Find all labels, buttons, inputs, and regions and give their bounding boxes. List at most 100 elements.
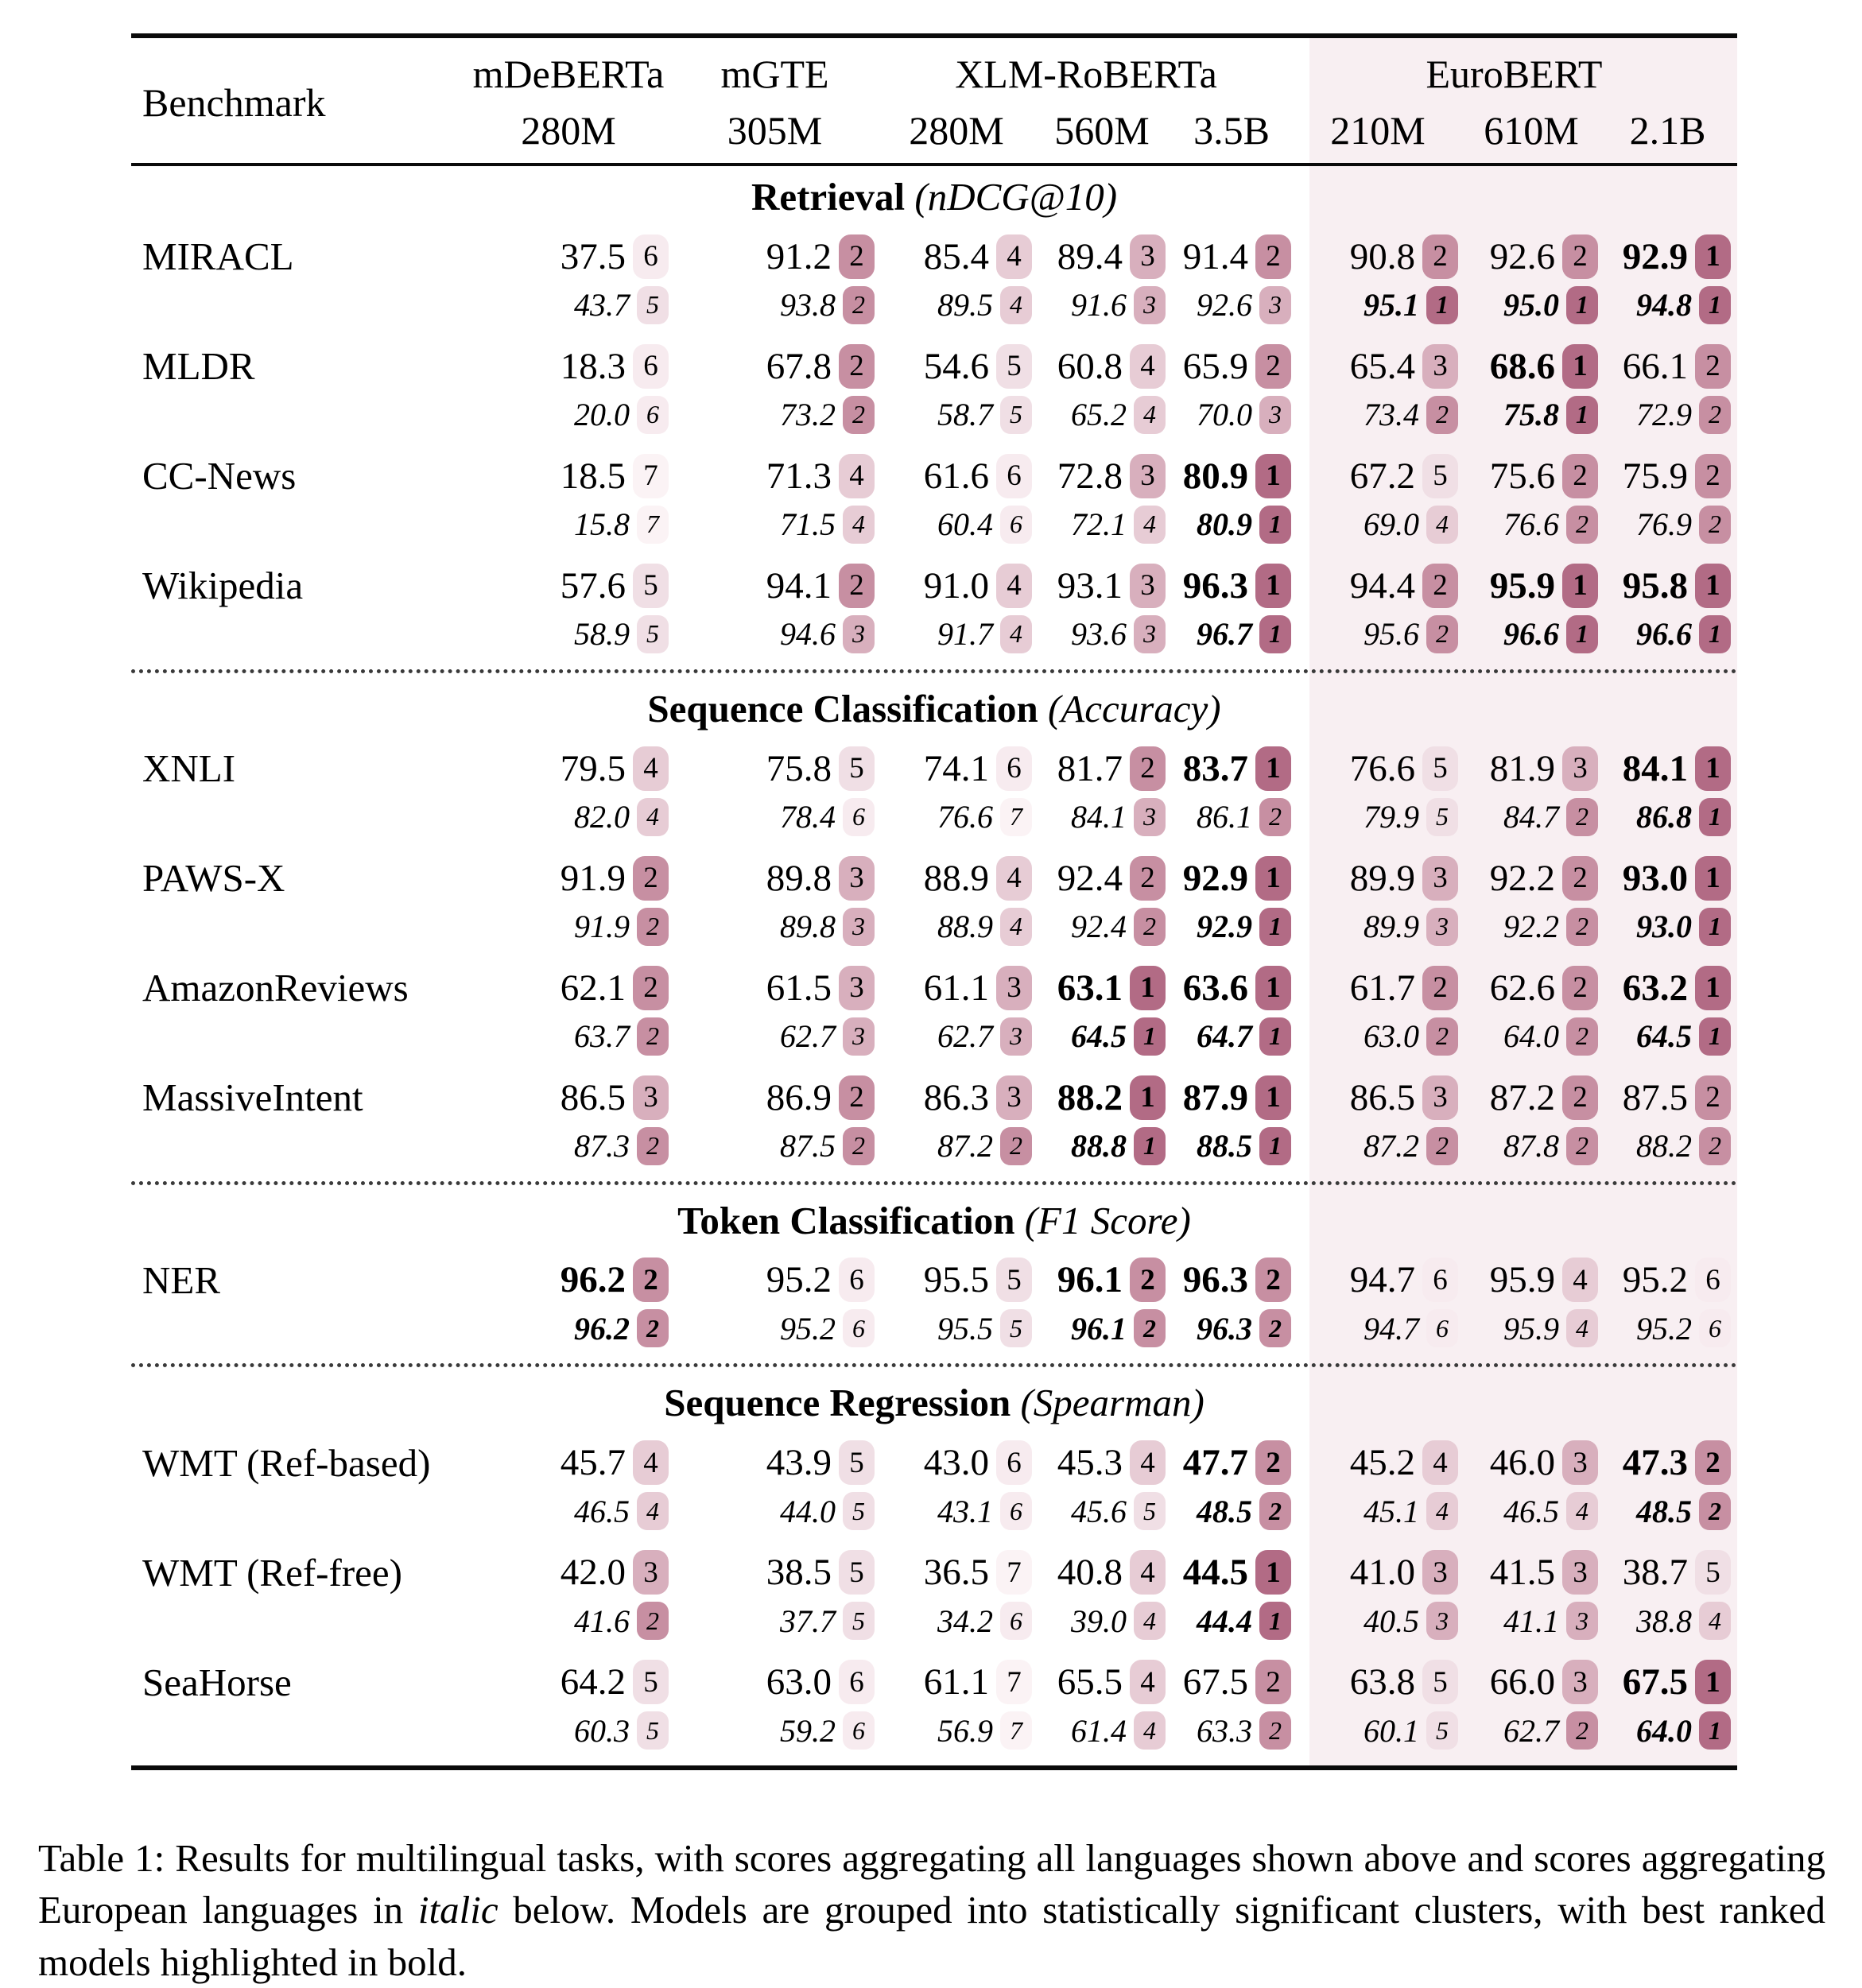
rank-badge: 2 <box>1426 1017 1458 1056</box>
score-value: 75.9 <box>1622 455 1688 497</box>
score-cell: 94.1 2 <box>672 563 878 608</box>
score-value: 76.6 <box>1503 506 1559 543</box>
rank-badge: 4 <box>1566 1309 1598 1348</box>
score-cell: 63.1 1 <box>1035 965 1169 1010</box>
score-value: 43.0 <box>923 1442 989 1484</box>
score-value: 91.4 <box>1182 235 1248 277</box>
model-group-header-eurobert: EuroBERT <box>1426 52 1603 96</box>
score-value: 92.6 <box>1197 287 1252 324</box>
benchmark-row-massiveintent: MassiveIntent 86.5 3 86.9 2 86.3 3 88.2 1 87.9 1 86… <box>131 1072 1737 1168</box>
score-value: 34.2 <box>937 1602 993 1639</box>
european-languages-row: 63.7 2 62.7 3 62.7 3 64.5 1 64.7 1 63.0 2 64.0 2 64.5 1 <box>131 1014 1737 1059</box>
score-cell: 91.9 2 <box>465 907 672 946</box>
score-value: 76.6 <box>937 799 993 835</box>
benchmark-row-ner: NER 96.2 2 95.2 6 95.5 5 96.1 2 96.3 2 94.7 6 95.9 4 95… <box>131 1254 1737 1351</box>
score-value: 89.4 <box>1057 235 1123 277</box>
score-cell: 91.0 4 <box>878 563 1035 608</box>
score-cell: 41.1 3 <box>1461 1602 1601 1641</box>
score-cell: 44.5 1 <box>1169 1550 1294 1595</box>
score-value: 38.7 <box>1622 1552 1688 1594</box>
rank-badge: 4 <box>1130 343 1166 389</box>
score-cell: 62.7 2 <box>1461 1711 1601 1750</box>
benchmark-column-header: Benchmark <box>142 79 326 125</box>
score-cell: 67.8 2 <box>672 343 878 389</box>
rank-badge: 6 <box>633 234 669 279</box>
score-cell: 89.9 3 <box>1294 855 1461 901</box>
rank-badge: 3 <box>839 965 875 1010</box>
benchmark-row-xnli: XNLI 79.5 4 75.8 5 74.1 6 81.7 2 83.7 1 76.6 5 81.9 3 8… <box>131 742 1737 839</box>
score-cell: 38.8 4 <box>1601 1602 1734 1641</box>
rank-badge: 2 <box>637 907 669 946</box>
score-cell: 96.3 2 <box>1169 1258 1294 1303</box>
score-value: 63.1 <box>1057 967 1123 1009</box>
rank-badge: 5 <box>843 1602 875 1641</box>
rank-badge: 5 <box>1134 1492 1166 1531</box>
score-value: 20.0 <box>574 397 630 433</box>
benchmark-row-seahorse: SeaHorse 64.2 5 63.0 6 61.1 7 65.5 4 67.5 2 63.8 5 66… <box>131 1656 1737 1753</box>
section-metric: (Accuracy) <box>1047 686 1221 730</box>
rank-badge: 2 <box>1255 1258 1291 1303</box>
rank-badge: 1 <box>1695 746 1731 791</box>
score-value: 87.8 <box>1503 1128 1559 1165</box>
score-cell: 95.6 2 <box>1294 614 1461 653</box>
all-languages-row: MIRACL 37.5 6 91.2 2 85.4 4 89.4 3 91.4 2 90.8 2 92.6… <box>131 231 1737 283</box>
score-cell: 75.8 5 <box>672 746 878 791</box>
score-cell: 71.5 4 <box>672 505 878 544</box>
rank-badge: 1 <box>1695 234 1731 279</box>
section-metric: (Spearman) <box>1020 1381 1204 1425</box>
score-cell: 34.2 6 <box>878 1602 1035 1641</box>
score-cell: 39.0 4 <box>1035 1602 1169 1641</box>
score-cell: 68.6 1 <box>1461 343 1601 389</box>
score-value: 47.7 <box>1182 1442 1248 1484</box>
score-cell: 60.3 5 <box>465 1711 672 1750</box>
score-value: 41.5 <box>1489 1552 1555 1594</box>
score-value: 45.2 <box>1349 1442 1415 1484</box>
model-size-header: 280M <box>521 107 616 153</box>
score-value: 76.9 <box>1636 506 1692 543</box>
score-value: 61.5 <box>766 967 832 1009</box>
score-cell: 95.5 5 <box>878 1309 1035 1348</box>
score-value: 43.9 <box>766 1442 832 1484</box>
score-cell: 88.9 4 <box>878 907 1035 946</box>
score-value: 46.5 <box>1503 1493 1559 1529</box>
score-value: 96.3 <box>1197 1310 1252 1347</box>
rank-badge: 4 <box>637 797 669 836</box>
rank-badge: 2 <box>1695 1440 1731 1486</box>
score-cell: 91.2 2 <box>672 234 878 279</box>
european-languages-row: 20.0 6 73.2 2 58.7 5 65.2 4 70.0 3 73.4 2 75.8 1 72.9 2 <box>131 393 1737 437</box>
score-cell: 38.7 5 <box>1601 1550 1734 1595</box>
score-cell: 46.5 4 <box>1461 1492 1601 1531</box>
all-languages-row: AmazonReviews 62.1 2 61.5 3 61.1 3 63.1 1 63.6 1 61… <box>131 962 1737 1014</box>
rank-badge: 6 <box>843 1711 875 1750</box>
score-value: 91.9 <box>560 857 626 899</box>
score-value: 73.4 <box>1364 397 1419 433</box>
score-cell: 63.3 2 <box>1169 1711 1294 1750</box>
score-value: 74.1 <box>923 747 989 789</box>
score-cell: 42.0 3 <box>465 1550 672 1595</box>
rank-badge: 6 <box>1000 1492 1032 1531</box>
score-value: 41.1 <box>1503 1602 1559 1639</box>
model-size-header: 3.5B <box>1193 107 1270 153</box>
rank-badge: 4 <box>1134 395 1166 434</box>
rank-badge: 6 <box>996 746 1032 791</box>
rank-badge: 4 <box>1426 505 1458 544</box>
rank-badge: 3 <box>633 1075 669 1120</box>
score-value: 88.2 <box>1057 1076 1123 1118</box>
rank-badge: 2 <box>1566 505 1598 544</box>
rank-badge: 1 <box>1426 285 1458 324</box>
table-header: Benchmark mDeBERTa 280M mGTE 305M XLM-RoBERTa… <box>131 38 1737 163</box>
score-cell: 88.2 2 <box>1601 1126 1734 1165</box>
score-cell: 72.1 4 <box>1035 505 1169 544</box>
score-value: 88.9 <box>923 857 989 899</box>
score-cell: 61.7 2 <box>1294 965 1461 1010</box>
score-cell: 94.8 1 <box>1601 285 1734 324</box>
benchmark-name: XNLI <box>142 746 236 791</box>
score-value: 63.8 <box>1349 1661 1415 1703</box>
score-value: 42.0 <box>560 1552 626 1594</box>
rank-badge: 3 <box>1134 797 1166 836</box>
score-value: 48.5 <box>1636 1493 1692 1529</box>
score-value: 46.5 <box>574 1493 630 1529</box>
score-cell: 80.9 1 <box>1169 505 1294 544</box>
score-cell: 62.7 3 <box>878 1017 1035 1056</box>
rank-badge: 3 <box>1259 285 1291 324</box>
